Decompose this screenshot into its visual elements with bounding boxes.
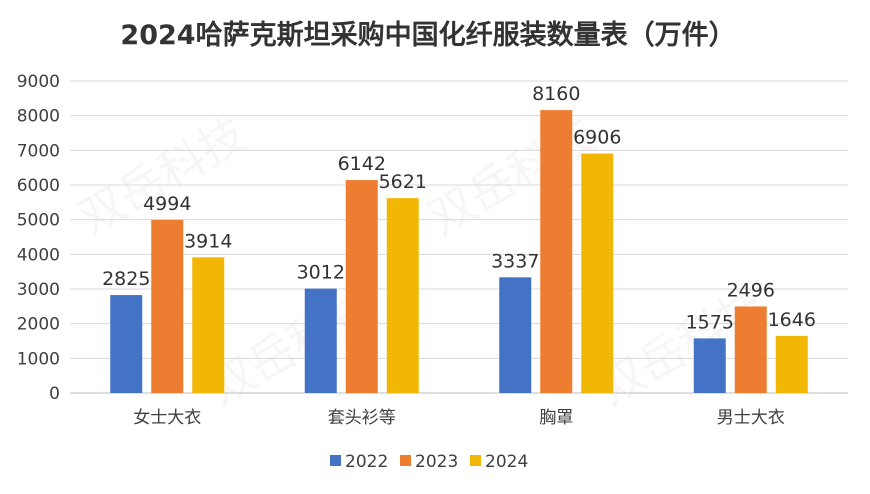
bar-2023-0 bbox=[151, 219, 184, 393]
y-tick-label: 0 bbox=[49, 384, 60, 404]
y-tick-label: 8000 bbox=[17, 107, 60, 127]
data-label: 2825 bbox=[102, 268, 150, 290]
bar-2022-3 bbox=[693, 338, 726, 393]
bar-2022-0 bbox=[110, 295, 143, 393]
data-labels: 2825 3012 3337 1575 4994 6142 8160 2496 3914 5621… bbox=[102, 83, 816, 333]
data-label: 6906 bbox=[573, 127, 621, 149]
bar-2024-3 bbox=[775, 335, 808, 393]
data-label: 2496 bbox=[727, 279, 775, 301]
legend-label: 2022 bbox=[345, 452, 388, 472]
y-tick-label: 1000 bbox=[17, 349, 60, 369]
data-label: 4994 bbox=[143, 193, 191, 215]
y-tick-label: 5000 bbox=[17, 211, 60, 231]
data-label: 3337 bbox=[491, 250, 539, 272]
x-tick-label: 胸罩 bbox=[539, 408, 573, 428]
bar-2022-1 bbox=[304, 288, 337, 393]
data-label: 1575 bbox=[686, 311, 734, 333]
y-tick-label: 7000 bbox=[17, 141, 60, 161]
bar-2023-2 bbox=[540, 110, 573, 394]
legend-swatch-2023 bbox=[400, 455, 411, 466]
y-axis-ticks: 0 1000 2000 3000 4000 5000 6000 7000 8000 9000 bbox=[17, 72, 60, 404]
chart-title: 2024哈萨克斯坦采购中国化纤服装数量表（万件） bbox=[120, 19, 735, 51]
legend: 2022 2023 2024 bbox=[330, 452, 528, 472]
x-tick-label: 套头衫等 bbox=[328, 408, 396, 428]
bar-2023-3 bbox=[734, 306, 767, 393]
y-tick-label: 3000 bbox=[17, 280, 60, 300]
data-label: 3012 bbox=[297, 262, 345, 284]
data-label: 5621 bbox=[379, 171, 427, 193]
data-label: 8160 bbox=[532, 83, 580, 105]
bar-2024-1 bbox=[386, 198, 419, 393]
data-label: 6142 bbox=[338, 153, 386, 175]
bar-2024-0 bbox=[192, 257, 225, 393]
bar-2023-1 bbox=[345, 180, 378, 393]
y-tick-label: 9000 bbox=[17, 72, 60, 92]
y-tick-label: 4000 bbox=[17, 245, 60, 265]
bar-2024-2 bbox=[581, 153, 614, 393]
legend-label: 2023 bbox=[415, 452, 458, 472]
x-tick-label: 男士大衣 bbox=[717, 408, 785, 428]
y-tick-label: 2000 bbox=[17, 315, 60, 335]
legend-swatch-2022 bbox=[330, 455, 341, 466]
data-label: 3914 bbox=[184, 230, 232, 252]
y-tick-label: 6000 bbox=[17, 176, 60, 196]
legend-swatch-2024 bbox=[470, 455, 481, 466]
x-axis-ticks: 女士大衣 套头衫等 胸罩 男士大衣 bbox=[133, 408, 785, 428]
data-label: 1646 bbox=[768, 309, 816, 331]
bars bbox=[110, 110, 808, 394]
x-tick-label: 女士大衣 bbox=[133, 408, 201, 428]
bar-2022-2 bbox=[499, 277, 532, 393]
legend-label: 2024 bbox=[485, 452, 528, 472]
